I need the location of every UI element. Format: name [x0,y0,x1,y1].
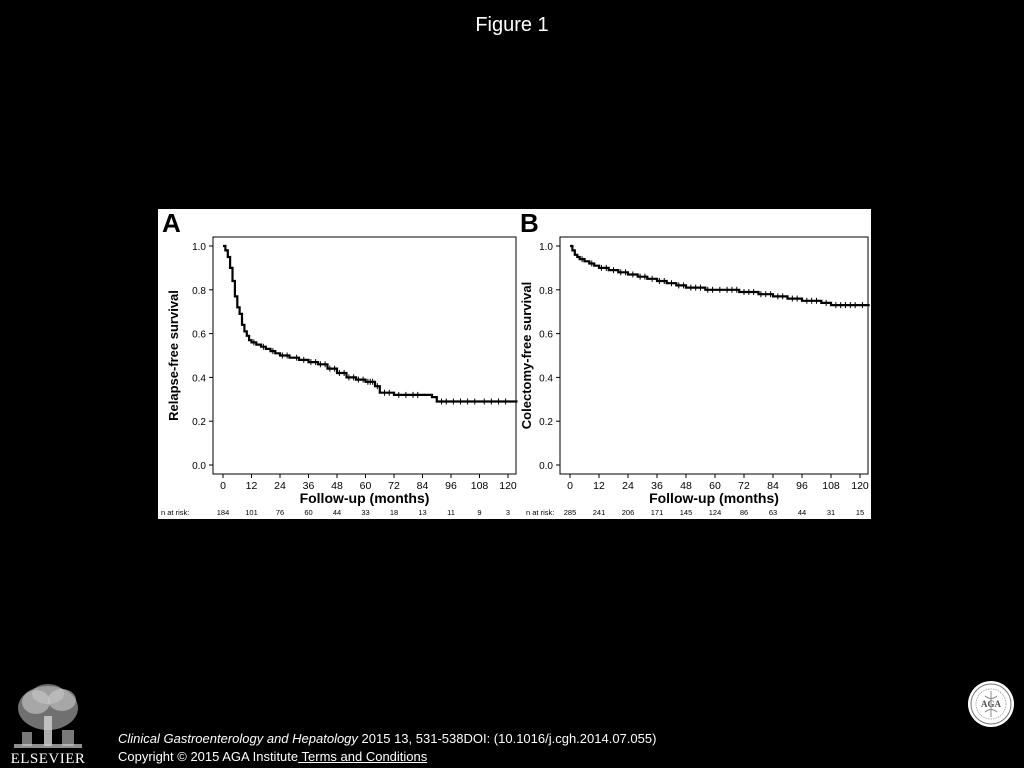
panel-b-xtick-label: 96 [796,480,808,492]
panel-b-n-at-risk-value: 171 [651,508,664,517]
panel-b-n-at-risk-value: 285 [564,508,577,517]
panel-b-n-at-risk-value: 31 [827,508,835,517]
panel-b-xtick-label: 60 [709,480,721,492]
panel-a-xtick-label: 12 [246,480,258,492]
panel-a-ytick-label: 0.6 [192,330,206,341]
figure-svg: A 0.0 0.2 0.4 0.6 0.8 1.0 0 12 24 36 48 60 72 84 96 108 1… [161,209,870,517]
panel-b-ytick-label: 0.8 [539,286,553,297]
panel-b-y-axis-title: Colectomy-free survival [519,282,534,429]
figure-panel: A 0.0 0.2 0.4 0.6 0.8 1.0 0 12 24 36 48 60 72 84 96 108 1… [158,209,871,519]
panel-a-n-at-risk-value: 44 [333,508,341,517]
panel-b-risk-label: n at risk: [526,508,554,517]
panel-a-n-at-risk-value: 18 [390,508,398,517]
panel-a-ytick-label: 0.0 [192,461,206,472]
panel-a-xtick-label: 48 [331,480,343,492]
panel-b-n-at-risk-value: 86 [740,508,748,517]
panel-a-n-at-risk-value: 33 [361,508,369,517]
panel-a-xtick-label: 60 [360,480,372,492]
panel-b-xtick-label: 48 [680,480,692,492]
panel-b-n-at-risk-value: 124 [709,508,722,517]
panel-a-xtick-label: 96 [445,480,457,492]
aga-logo-text: AGA [981,699,1002,709]
panel-b-ytick-label: 0.0 [539,461,553,472]
panel-b-ytick-label: 1.0 [539,242,553,253]
panel-a-n-at-risk-value: 3 [506,508,510,517]
copyright-line: Copyright © 2015 AGA Institute Terms and… [118,749,427,764]
panel-a-xtick-label: 108 [471,480,489,492]
panel-a-xtick-label: 84 [417,480,429,492]
panel-b-xtick-label: 0 [567,480,573,492]
panel-a-survival-curve [223,244,518,403]
panel-a-ytick-label: 0.2 [192,417,206,428]
panel-a-n-at-risk-value: 11 [447,508,455,517]
slide-title: Figure 1 [475,14,549,36]
panel-b-xtick-label: 72 [738,480,750,492]
panel-a-n-at-risk-value: 76 [276,508,284,517]
panel-b-survival-curve [570,244,870,307]
panel-b-n-at-risk-value: 241 [593,508,606,517]
panel-b-xtick-label: 120 [851,480,869,492]
panel-a-n-at-risk-value: 184 [217,508,230,517]
panel-b-n-at-risk-value: 15 [856,508,864,517]
panel-b-ytick-label: 0.4 [539,373,553,384]
panel-a-xtick-label: 0 [220,480,226,492]
elsevier-logo-text: ELSEVIER [11,751,86,766]
panel-b-n-at-risk-value: 145 [680,508,693,517]
panel-a-risk-label: n at risk: [161,508,189,517]
panel-a-ytick-label: 0.8 [192,286,206,297]
panel-b-xtick-label: 108 [822,480,840,492]
panel-b-n-at-risk-value: 63 [769,508,777,517]
panel-a-ytick-label: 0.4 [192,373,206,384]
panel-a-n-at-risk-value: 60 [304,508,312,517]
terms-and-conditions-link[interactable]: Terms and Conditions [298,749,428,764]
panel-a-label: A [162,209,181,238]
panel-b-xtick-label: 36 [651,480,663,492]
citation-line: Clinical Gastroenterology and Hepatology… [118,731,656,746]
panel-b-xtick-label: 84 [767,480,779,492]
panel-a-xtick-label: 36 [303,480,315,492]
panel-b-xtick-label: 12 [593,480,605,492]
panel-a-y-axis-title: Relapse-free survival [166,290,181,421]
panel-a-plot-frame [212,236,517,475]
panel-b-xtick-label: 24 [622,480,634,492]
panel-b-n-at-risk-value: 44 [798,508,806,517]
panel-a-xtick-label: 72 [388,480,400,492]
panel-b-n-at-risk-value: 206 [622,508,635,517]
panel-b-label: B [520,209,539,238]
panel-a-xtick-label: 24 [274,480,286,492]
elsevier-tree-logo: ELSEVIER [8,680,88,766]
panel-b-ytick-label: 0.2 [539,417,553,428]
copyright-text: Copyright © 2015 AGA Institute [118,749,299,764]
panel-a-xtick-label: 120 [499,480,517,492]
panel-a-n-at-risk-value: 101 [245,508,258,517]
panel-a-n-at-risk-value: 13 [418,508,426,517]
aga-seal-logo: AGA [968,681,1014,727]
panel-b-plot-frame [559,236,869,475]
panel-b-ytick-label: 0.6 [539,330,553,341]
panel-a-n-at-risk-value: 9 [477,508,481,517]
panel-a-x-axis-title: Follow-up (months) [300,490,430,506]
citation-details: 2015 13, 531-538DOI: (10.1016/j.cgh.2014… [357,731,657,746]
panel-a-ytick-label: 1.0 [192,242,206,253]
panel-b-x-axis-title: Follow-up (months) [649,490,779,506]
citation-journal: Clinical Gastroenterology and Hepatology [118,731,358,746]
